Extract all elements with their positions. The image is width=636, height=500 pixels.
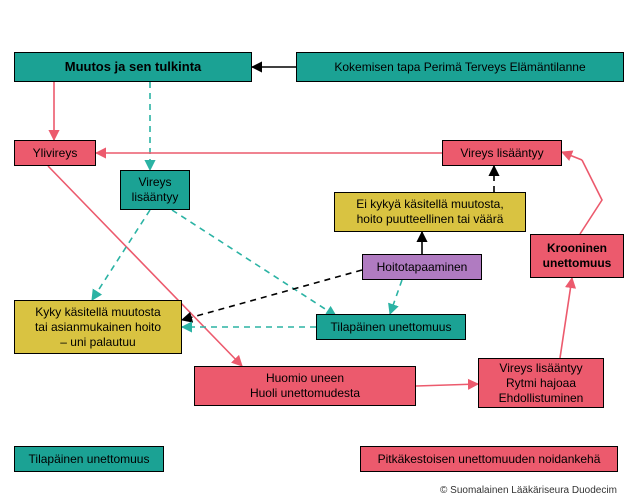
node-kyky: Kyky käsitellä muutosta tai asianmukaine… (14, 300, 182, 354)
node-tilapU: Tilapäinen unettomuus (316, 314, 466, 340)
legend-pitkakestoinen: Pitkäkestoisen unettomuuden noidankehä (360, 446, 618, 472)
edge-hoitotap-to-tilapU (390, 280, 402, 314)
node-eikykya: Ei kykyä käsitellä muutosta, hoito puutt… (334, 192, 526, 232)
edge-vireysL2-to-krooninen (560, 278, 572, 358)
edge-vireysL1-to-kyky (92, 210, 150, 300)
edge-krooninen-loop1 (580, 160, 602, 234)
node-huomio: Huomio uneen Huoli unettomudesta (194, 366, 416, 406)
legend-tilapainen: Tilapäinen unettomuus (14, 446, 164, 472)
node-muutos: Muutos ja sen tulkinta (14, 52, 252, 82)
diagram-canvas: Muutos ja sen tulkinta Kokemisen tapa Pe… (0, 0, 636, 500)
node-ylivireys: Ylivireys (14, 140, 96, 166)
edge-vireysL1-to-tilapU (172, 210, 336, 316)
edge-huomio-to-vireysL2 (416, 384, 478, 386)
edge-hoitotap-to-kyky (182, 270, 362, 320)
node-vireysL2: Vireys lisääntyy Rytmi hajoaa Ehdollistu… (478, 358, 604, 408)
edge-krooninen-to-vireysR (562, 152, 582, 160)
copyright-text: © Suomalainen Lääkäriseura Duodecim (440, 485, 617, 496)
node-vireysL1: Vireys lisääntyy (120, 170, 190, 210)
node-krooninen: Krooninen unettomuus (530, 234, 624, 278)
node-factors: Kokemisen tapa Perimä Terveys Elämäntila… (296, 52, 624, 82)
node-hoitotap: Hoitotapaaminen (362, 254, 482, 280)
node-vireysR: Vireys lisääntyy (442, 140, 562, 166)
